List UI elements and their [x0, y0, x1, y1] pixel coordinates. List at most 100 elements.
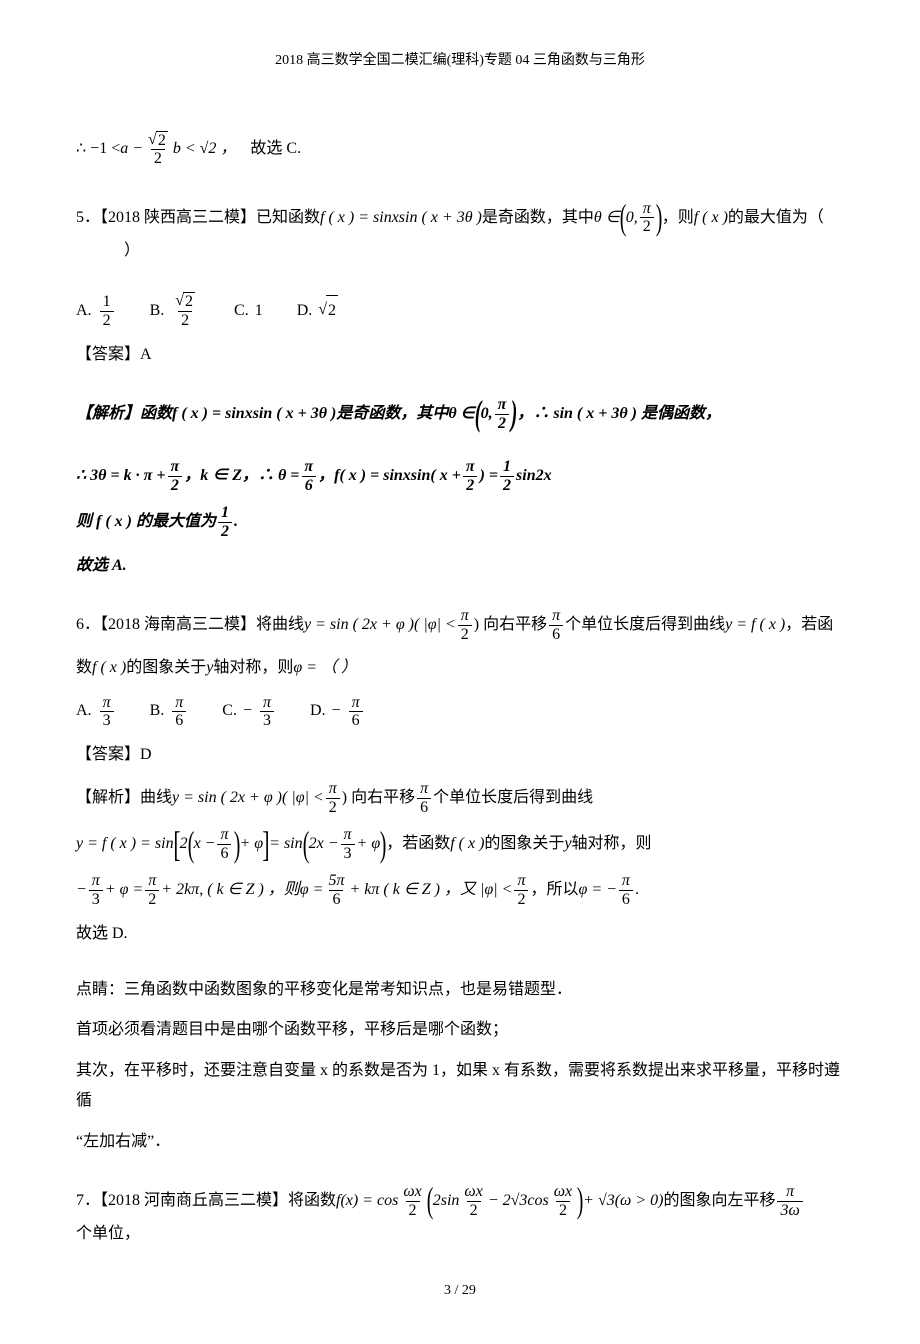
q5-stem: 5．【2018 陕西高三二模】已知函数 f ( x ) = sinxsin ( …: [76, 200, 844, 267]
math: y = sin ( 2x + φ )( |φ| <: [304, 610, 456, 640]
paren-right: ): [511, 403, 518, 425]
text: = sin: [269, 829, 302, 859]
text: 的图象关于: [126, 653, 206, 683]
text: a −: [120, 134, 143, 164]
text: 7．【2018 河南商丘高三二模】将函数: [76, 1186, 336, 1216]
paren-left: (: [187, 834, 194, 856]
text: 6．【2018 海南高三二模】将曲线: [76, 610, 304, 640]
text: 数: [76, 653, 92, 683]
text: b < √2 ，: [173, 134, 237, 164]
page-footer: 3 / 29: [76, 1278, 844, 1305]
paren-left: (: [426, 1190, 433, 1212]
text: ∴ −1 <: [76, 134, 120, 164]
math: f ( x ) = sinxsin ( x + 3θ ): [320, 203, 482, 233]
text: 个单位长度后得到曲线: [565, 610, 725, 640]
text: 是奇函数，其中: [482, 203, 594, 233]
text: 个单位长度后得到曲线: [433, 783, 593, 813]
page-header: 2018 高三数学全国二模汇编(理科)专题 04 三角函数与三角形: [76, 48, 844, 75]
prelude-line: ∴ −1 < a − 2 2 b < √2 ， 故选 C.: [76, 131, 844, 168]
q6-sol3: − π3 + φ = π2 + 2kπ, ( k ∈ Z ) ，则 φ = 5π…: [76, 872, 844, 908]
math: φ = （ ）: [293, 653, 357, 683]
text: 则 f ( x ) 的最大值为: [76, 507, 216, 537]
option-b: B. π6: [150, 694, 189, 730]
text: ，∴ sin ( x + 3θ ) 是偶函数，: [517, 399, 721, 429]
text: 0,: [626, 203, 638, 233]
option-d: D.2: [297, 295, 338, 326]
math: θ ∈: [594, 203, 620, 233]
q6-sol4: 故选 D.: [76, 919, 844, 949]
paren-right: ): [233, 834, 240, 856]
text: 轴对称，则: [213, 653, 293, 683]
q6-note2: 首项必须看清题目中是由哪个函数平移，平移后是哪个函数；: [76, 1015, 844, 1045]
text: + φ: [357, 829, 381, 859]
text: −: [76, 875, 87, 905]
text: ) 向右平移: [342, 783, 415, 813]
text: − 2√3cos: [488, 1186, 549, 1216]
text: 是奇函数，其中: [336, 399, 448, 429]
q6-stem2: 数 f ( x ) 的图象关于 y 轴对称，则 φ = （ ）: [76, 653, 844, 683]
text: 轴对称，则: [572, 829, 652, 859]
option-a: A. 12: [76, 293, 116, 329]
text: ) 向右平移: [474, 610, 547, 640]
option-c: C.1: [234, 296, 263, 326]
text: 的图象关于: [484, 829, 564, 859]
text: 5．【2018 陕西高三二模】已知函数: [76, 203, 320, 233]
text: 的最大值为（: [728, 203, 824, 233]
q5-sol2: ∴ 3θ = k · π + π2 ，k ∈ Z，∴ θ = π6 ，f( x …: [76, 458, 844, 494]
q5-sol4: 故选 A.: [76, 551, 844, 581]
text: 2x −: [309, 829, 339, 859]
paren-left: (: [474, 403, 481, 425]
text: ）: [124, 236, 140, 266]
math: f ( x ): [694, 203, 728, 233]
option-b: B. 22: [150, 292, 200, 329]
q6-note1: 点睛：三角函数中函数图象的平移变化是常考知识点，也是易错题型．: [76, 975, 844, 1005]
option-d: D. − π6: [310, 694, 365, 730]
text: ，k ∈ Z，∴ θ =: [184, 461, 299, 491]
text: 故选 C.: [250, 134, 301, 164]
text: 2sin: [433, 1186, 460, 1216]
text: ∴ 3θ = k · π +: [76, 461, 165, 491]
math: f(x) = cos: [336, 1186, 398, 1216]
bracket-left: [: [173, 834, 180, 856]
math: y: [564, 829, 571, 859]
q6-note3: 其次，在平移时，还要注意自变量 x 的系数是否为 1，如果 x 有系数，需要将系…: [76, 1056, 844, 1117]
text: sin2x: [516, 461, 552, 491]
q6-sol1: 【解析】曲线 y = sin ( 2x + φ )( |φ| < π2 ) 向右…: [76, 780, 844, 816]
math: f ( x ): [92, 653, 126, 683]
text: φ =: [300, 875, 324, 905]
text: + √3(ω > 0): [583, 1186, 663, 1216]
text: .: [635, 875, 639, 905]
math: y = f ( x ): [725, 610, 785, 640]
paren-right: ): [655, 207, 662, 229]
paren-left: (: [619, 207, 626, 229]
bracket-right: ]: [263, 834, 270, 856]
text: x −: [194, 829, 216, 859]
q6-sol2: y = f ( x ) = sin [ 2 ( x − π6 ) + φ ] =…: [76, 826, 844, 862]
q5-answer: 【答案】A: [76, 340, 844, 370]
q5-sol1: 【解析】函数 f ( x ) = sinxsin ( x + 3θ ) 是奇函数…: [76, 396, 844, 432]
q6-options: A. π3 B. π6 C. − π3 D. − π6: [76, 694, 844, 730]
q6-answer: 【答案】D: [76, 740, 844, 770]
text: 2: [180, 829, 188, 859]
text: 的图象向左平移: [663, 1186, 775, 1216]
q5-options: A. 12 B. 22 C.1 D.2: [76, 292, 844, 329]
text: φ = −: [578, 875, 616, 905]
math: y: [206, 653, 213, 683]
option-c: C. − π3: [222, 694, 276, 730]
text: ，若函数: [386, 829, 450, 859]
text: ，所以: [530, 875, 578, 905]
paren-right: ): [380, 834, 387, 856]
q6-note4: “左加右减”．: [76, 1127, 844, 1157]
text: 0,: [481, 399, 493, 429]
text: + kπ ( k ∈ Z ) ，又 |φ| <: [349, 875, 512, 905]
text: ，f( x ) = sinxsin( x +: [318, 461, 461, 491]
text: 个单位，: [76, 1219, 140, 1249]
text: + φ: [240, 829, 264, 859]
paren-right: ): [577, 1190, 584, 1212]
math: f ( x ) = sinxsin ( x + 3θ ): [172, 399, 336, 429]
text: ，则: [662, 203, 694, 233]
q7-stem: 7．【2018 河南商丘高三二模】将函数 f(x) = cos ωx2 ( 2s…: [76, 1183, 844, 1250]
math: f ( x ): [450, 829, 484, 859]
fraction: 2 2: [145, 131, 171, 168]
paren-left: (: [302, 834, 309, 856]
